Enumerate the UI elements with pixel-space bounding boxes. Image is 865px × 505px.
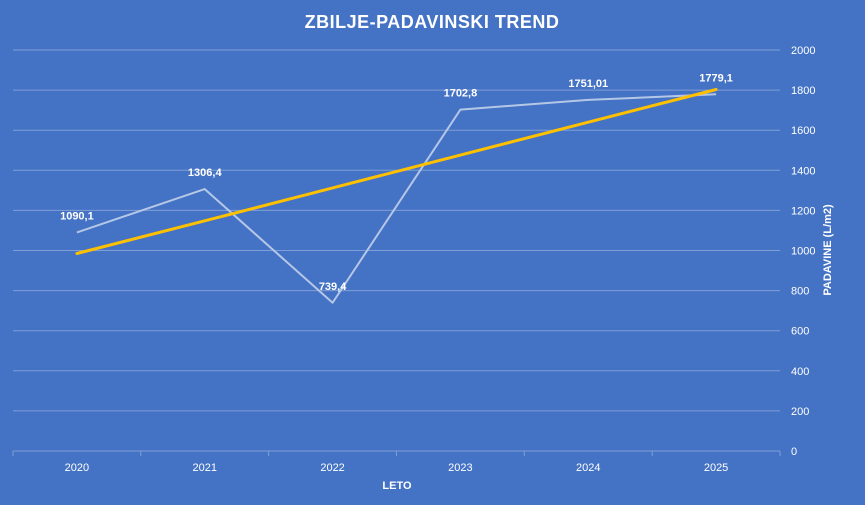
y-tick-label-1000: 1000 [791, 246, 815, 258]
y-tick-label-1600: 1600 [791, 125, 815, 137]
data-label-2023: 1702,8 [444, 88, 478, 100]
chart-title: ZBILJE-PADAVINSKI TREND [305, 12, 560, 32]
y-tick-label-400: 400 [791, 366, 809, 378]
y-tick-label-1400: 1400 [791, 165, 815, 177]
trendline [75, 87, 718, 256]
y-tick-label-200: 200 [791, 406, 809, 418]
x-tick-label-2024: 2024 [576, 462, 600, 474]
y-tick-label-800: 800 [791, 286, 809, 298]
precipitation-line [76, 93, 717, 304]
series-lines [75, 87, 718, 304]
y-tick-label-1200: 1200 [791, 205, 815, 217]
data-labels: 1090,1 1306,4 739,4 1702,8 1751,01 1779,1 [60, 72, 733, 292]
x-tick-label-2023: 2023 [448, 462, 472, 474]
y-axis: 0 200 400 600 800 1000 1200 1400 1600 1800 2000 [791, 45, 815, 458]
x-tick-label-2025: 2025 [704, 462, 728, 474]
data-label-2022: 739,4 [319, 281, 347, 293]
y-tick-label-600: 600 [791, 326, 809, 338]
y-tick-label-2000: 2000 [791, 45, 815, 57]
data-label-2021: 1306,4 [188, 167, 223, 179]
x-tick-label-2021: 2021 [193, 462, 217, 474]
x-axis-title: LETO [382, 480, 412, 492]
y-tick-label-0: 0 [791, 446, 797, 458]
gridlines [13, 49, 780, 412]
y-tick-label-1800: 1800 [791, 85, 815, 97]
x-tick-label-2020: 2020 [65, 462, 89, 474]
data-label-2025: 1779,1 [699, 72, 733, 84]
x-axis: 2020 2021 2022 2023 2024 2025 [12, 450, 781, 474]
data-label-2024: 1751,01 [568, 78, 608, 90]
data-label-2020: 1090,1 [60, 210, 94, 222]
x-tick-label-2022: 2022 [320, 462, 344, 474]
y-axis-title: PADAVINE (L/m2) [822, 204, 834, 296]
